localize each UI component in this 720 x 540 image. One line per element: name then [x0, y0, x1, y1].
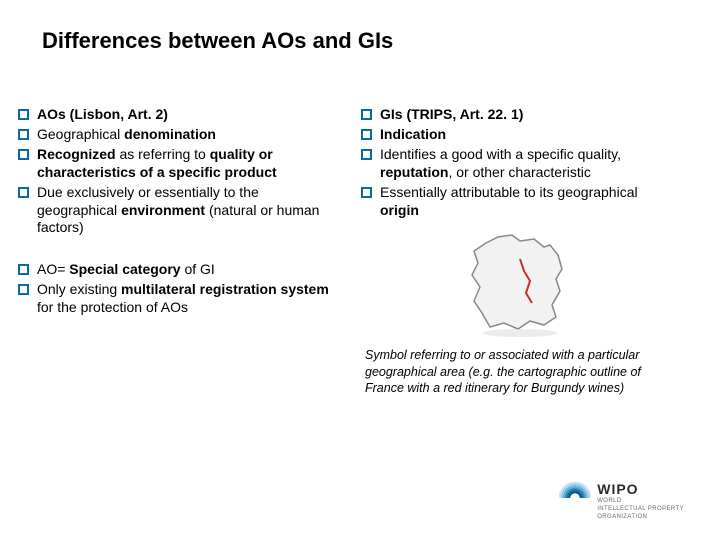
bullet-item: AO= Special category of GI — [18, 261, 335, 279]
left-group-1: AOs (Lisbon, Art. 2) Geographical denomin… — [18, 106, 335, 237]
bullet-text: Indication — [380, 126, 678, 144]
logo-sub3: ORGANIZATION — [597, 514, 684, 520]
content-columns: AOs (Lisbon, Art. 2)Geographical denomin… — [42, 106, 678, 396]
bullet-text: AOs (Lisbon, Art. 2) — [37, 106, 335, 124]
left-group-2: AO= Special category of GI Only existing … — [18, 261, 335, 317]
wipo-logo: WIPO WORLD INTELLECTUAL PROPERTY ORGANIZ… — [559, 482, 684, 520]
left-column: AOs (Lisbon, Art. 2) Geographical denomin… — [18, 106, 335, 396]
bullet-text: Recognized as referring to quality or ch… — [37, 146, 335, 182]
wipo-logo-text: WIPO WORLD INTELLECTUAL PROPERTY ORGANIZ… — [597, 482, 684, 520]
spacer — [18, 239, 335, 261]
logo-sub2: INTELLECTUAL PROPERTY — [597, 506, 684, 512]
bullet-marker-icon — [18, 149, 29, 160]
map-caption: Symbol referring to or associated with a… — [361, 347, 678, 396]
bullet-marker-icon — [18, 187, 29, 198]
logo-sub1: WORLD — [597, 498, 684, 504]
bullet-marker-icon — [361, 149, 372, 160]
bullet-marker-icon — [18, 109, 29, 120]
bullet-item: AOs (Lisbon, Art. 2) — [18, 106, 335, 124]
bullet-marker-icon — [361, 129, 372, 140]
france-map-icon — [460, 229, 580, 339]
bullet-text: Identifies a good with a specific qualit… — [380, 146, 678, 182]
logo-main: WIPO — [597, 482, 684, 496]
france-map-wrap — [361, 229, 678, 339]
bullet-text: Due exclusively or essentially to the ge… — [37, 184, 335, 238]
bullet-marker-icon — [18, 264, 29, 275]
bullet-text: Essentially attributable to its geograph… — [380, 184, 678, 220]
wipo-logo-icon — [559, 482, 591, 514]
bullet-text: Geographical denomination — [37, 126, 335, 144]
bullet-item: Essentially attributable to its geograph… — [361, 184, 678, 220]
bullet-marker-icon — [361, 187, 372, 198]
right-column: GIs (TRIPS, Art. 22. 1) Indication Identif… — [361, 106, 678, 396]
bullet-item: Indication — [361, 126, 678, 144]
bullet-marker-icon — [361, 109, 372, 120]
right-group-1: GIs (TRIPS, Art. 22. 1) Indication Identif… — [361, 106, 678, 219]
bullet-item: Geographical denomination — [18, 126, 335, 144]
bullet-text: AO= Special category of GI — [37, 261, 335, 279]
bullet-marker-icon — [18, 129, 29, 140]
bullet-item: Due exclusively or essentially to the ge… — [18, 184, 335, 238]
bullet-text: GIs (TRIPS, Art. 22. 1) — [380, 106, 678, 124]
bullet-item: GIs (TRIPS, Art. 22. 1) — [361, 106, 678, 124]
slide-title: Differences between AOs and GIs — [42, 28, 678, 54]
slide: Differences between AOs and GIs AOs (Lis… — [0, 0, 720, 540]
bullet-item: Identifies a good with a specific qualit… — [361, 146, 678, 182]
bullet-item: Recognized as referring to quality or ch… — [18, 146, 335, 182]
bullet-item: Only existing multilateral registration … — [18, 281, 335, 317]
bullet-text: Only existing multilateral registration … — [37, 281, 335, 317]
bullet-marker-icon — [18, 284, 29, 295]
